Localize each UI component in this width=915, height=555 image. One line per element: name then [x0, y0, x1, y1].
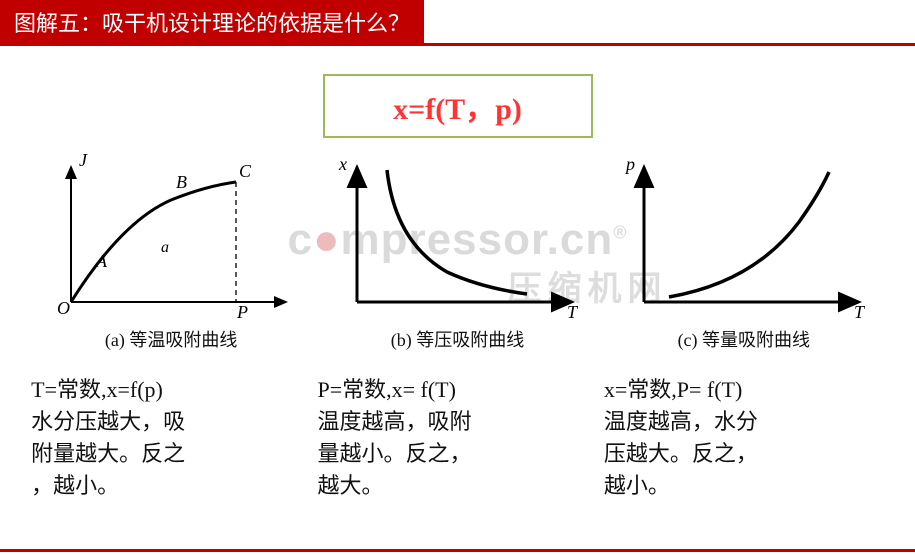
chart-b-xlabel: T [567, 302, 579, 322]
chart-b-column: x T (b) 等压吸附曲线 [317, 152, 597, 352]
desc-c-line2: 压越大。反之， [604, 438, 884, 470]
desc-c: x=常数,P= f(T) 温度越高，水分 压越大。反之， 越小。 [604, 374, 884, 502]
desc-a-line0: T=常数,x=f(p) [31, 374, 311, 406]
desc-b-line1: 温度越高，吸附 [317, 406, 597, 438]
chart-b-caption: (b) 等压吸附曲线 [391, 326, 525, 352]
desc-a: T=常数,x=f(p) 水分压越大，吸 附量越大。反之 ，越小。 [31, 374, 311, 502]
chart-a-ylabel: J [79, 152, 88, 170]
chart-a-caption: (a) 等温吸附曲线 [105, 326, 237, 352]
formula-box: x=f(T，p) [323, 74, 593, 138]
desc-b-line0: P=常数,x= f(T) [317, 374, 597, 406]
title-bar: 图解五：吸干机设计理论的依据是什么？ [0, 0, 424, 44]
chart-a-origin: O [57, 298, 70, 318]
charts-row: J P O A B C a (a) 等温吸附曲线 x T (b) 等压吸附曲线 [0, 152, 915, 352]
chart-a-xlabel: P [236, 302, 248, 322]
chart-b-curve [387, 170, 527, 294]
chart-b-svg: x T [327, 152, 587, 322]
chart-a-label-C: C [239, 161, 252, 181]
chart-c-ylabel: p [624, 154, 635, 174]
desc-a-line1: 水分压越大，吸 [31, 406, 311, 438]
formula-text: x=f(T，p) [393, 93, 522, 126]
chart-c-curve [669, 172, 829, 297]
chart-a-column: J P O A B C a (a) 等温吸附曲线 [31, 152, 311, 352]
desc-c-line0: x=常数,P= f(T) [604, 374, 884, 406]
chart-a-label-B: B [176, 172, 187, 192]
chart-a-label-A: A [95, 251, 108, 271]
desc-b-line3: 越大。 [317, 470, 597, 502]
desc-a-line3: ，越小。 [31, 470, 311, 502]
chart-b-ylabel: x [338, 154, 347, 174]
bottom-border [0, 549, 915, 552]
desc-b-line2: 量越小。反之， [317, 438, 597, 470]
desc-a-line2: 附量越大。反之 [31, 438, 311, 470]
chart-a-label-a: a [161, 239, 169, 256]
chart-c-caption: (c) 等量吸附曲线 [678, 326, 810, 352]
chart-c-column: p T (c) 等量吸附曲线 [604, 152, 884, 352]
chart-a-curve [71, 182, 236, 302]
title-text: 图解五：吸干机设计理论的依据是什么？ [14, 11, 410, 36]
desc-c-line3: 越小。 [604, 470, 884, 502]
descriptions-row: T=常数,x=f(p) 水分压越大，吸 附量越大。反之 ，越小。 P=常数,x=… [0, 374, 915, 502]
chart-c-svg: p T [614, 152, 874, 322]
desc-b: P=常数,x= f(T) 温度越高，吸附 量越小。反之， 越大。 [317, 374, 597, 502]
chart-c-xlabel: T [854, 302, 866, 322]
desc-c-line1: 温度越高，水分 [604, 406, 884, 438]
chart-a-svg: J P O A B C a [41, 152, 301, 322]
